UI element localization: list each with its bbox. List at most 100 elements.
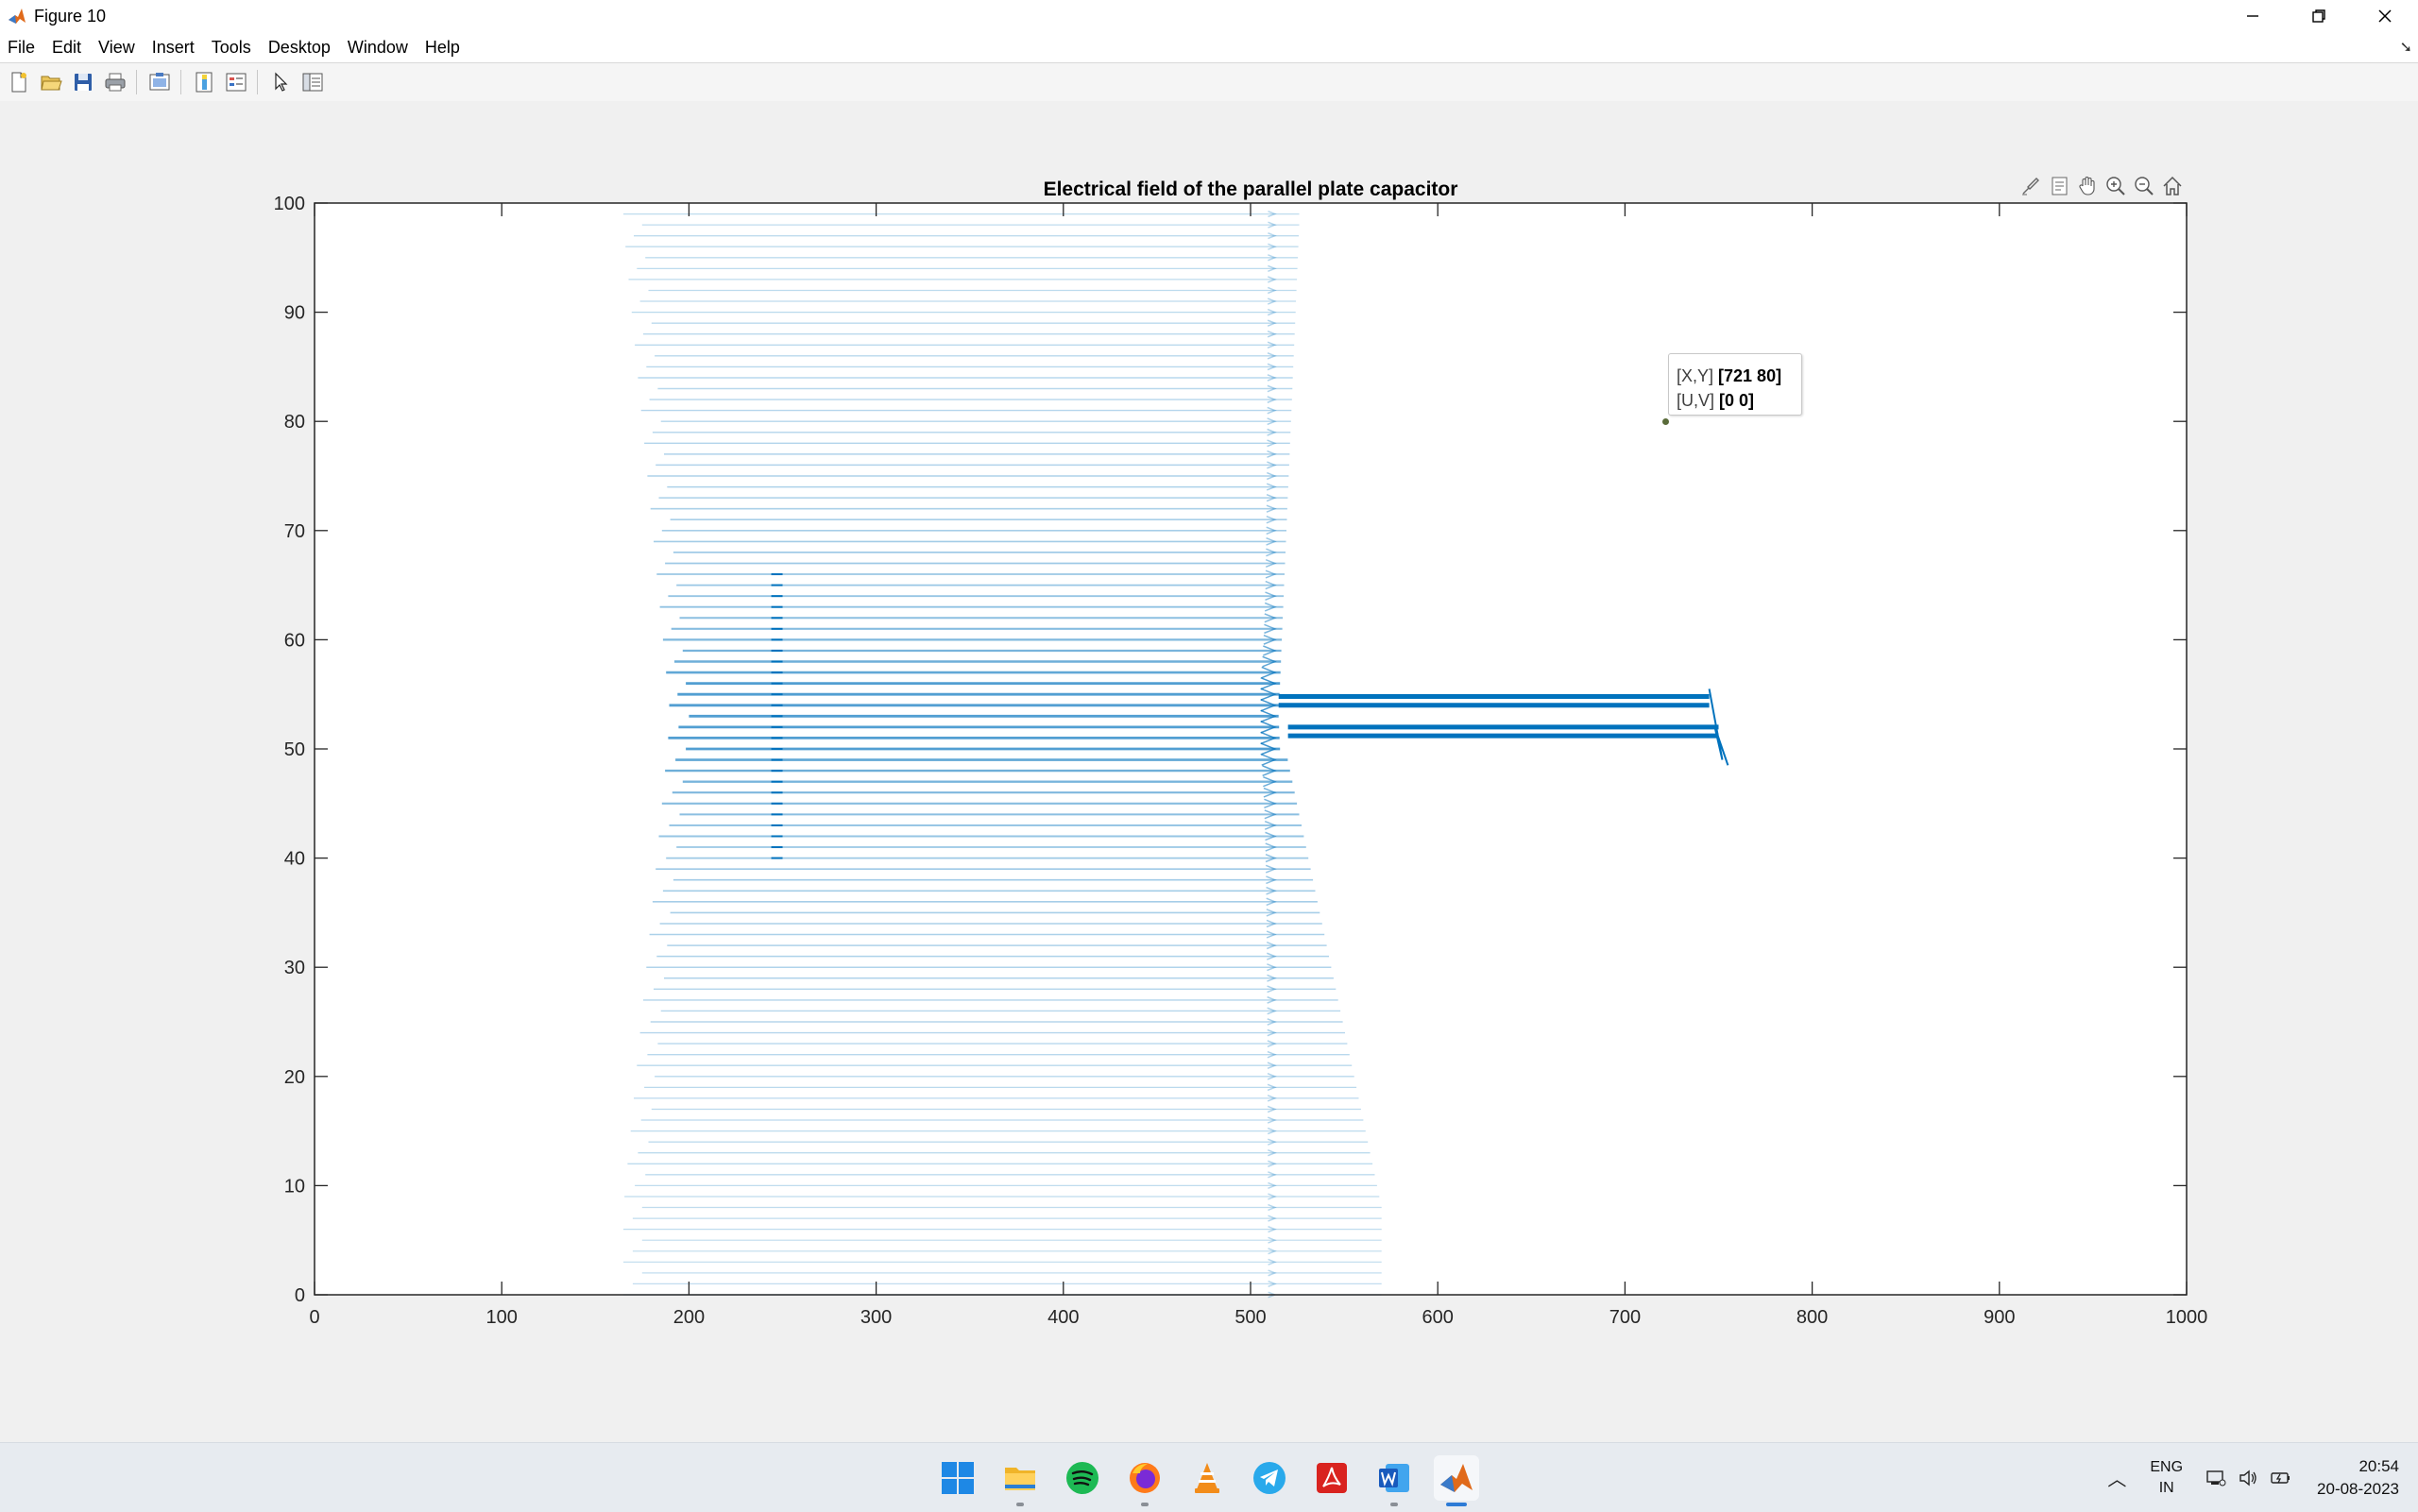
property-inspector-icon — [302, 73, 323, 92]
y-tick-label: 100 — [274, 194, 305, 214]
field-arrow-head — [1267, 1028, 1277, 1037]
active-indicator — [1446, 1502, 1467, 1506]
file-explorer-icon — [1005, 1467, 1035, 1490]
taskbar-telegram[interactable] — [1247, 1455, 1292, 1501]
new-figure-icon — [11, 72, 26, 93]
menu-desktop[interactable]: Desktop — [267, 38, 331, 57]
field-arrow-head — [1262, 765, 1277, 777]
datatip-xy-value: [721 80] — [1718, 366, 1782, 385]
field-arrow-head — [1266, 483, 1277, 491]
firefox-icon — [1130, 1462, 1160, 1493]
restore-button[interactable] — [2286, 0, 2352, 32]
menu-help[interactable]: Help — [424, 38, 460, 57]
edit-plot-button[interactable] — [267, 69, 294, 95]
datatip[interactable]: [X,Y] [721 80] [U,V] [0 0] — [1668, 353, 1802, 416]
toolbar-separator — [136, 70, 137, 94]
field-arrow-head — [1268, 1280, 1277, 1287]
field-arrow-head — [1268, 264, 1277, 273]
matlab-icon — [1440, 1463, 1473, 1492]
x-tick-label: 500 — [1235, 1307, 1266, 1328]
figure-toolbar — [0, 62, 2418, 102]
datatip-marker[interactable] — [1662, 418, 1669, 425]
y-tick-label: 80 — [284, 412, 305, 433]
show-hidden-icons-chevron-icon[interactable]: ︿ — [2107, 1470, 2127, 1490]
field-arrow-head — [1264, 613, 1277, 623]
brush-icon — [2022, 178, 2039, 195]
y-tick-label: 70 — [284, 521, 305, 542]
field-arrow-head — [1267, 461, 1277, 469]
field-arrow-head — [1264, 602, 1277, 612]
x-tick-label: 600 — [1422, 1307, 1454, 1328]
field-arrow-head — [1262, 655, 1277, 668]
menu-bar: File Edit View Insert Tools Desktop Wind… — [0, 32, 2418, 62]
field-arrow-head — [1267, 1127, 1277, 1135]
language-region: IN — [2158, 1479, 2174, 1496]
taskbar-firefox[interactable] — [1122, 1455, 1167, 1506]
field-arrow-head — [1268, 1215, 1277, 1222]
field-arrow-head — [1260, 742, 1277, 756]
network-icon[interactable] — [2205, 1468, 2226, 1488]
field-arrow-head — [1260, 688, 1277, 701]
x-tick-label: 800 — [1796, 1307, 1828, 1328]
menu-file[interactable]: File — [8, 38, 36, 57]
zoom-out-icon — [2135, 177, 2154, 195]
taskbar-acrobat[interactable] — [1309, 1455, 1354, 1501]
new-figure-button[interactable] — [6, 69, 32, 95]
taskbar-start[interactable] — [935, 1455, 980, 1501]
field-arrow-head — [1263, 634, 1277, 645]
menu-insert[interactable]: Insert — [151, 38, 195, 57]
field-arrow-head — [1266, 886, 1277, 895]
open-file-icon — [41, 76, 62, 91]
quiver-plot[interactable]: 0 100 200 300 400 500 600 700 800 900 1000 0 10 20 30 4… — [0, 101, 2418, 1442]
clock[interactable]: 20:54 20-08-2023 — [2317, 1455, 2399, 1501]
field-arrow-head — [1267, 1073, 1277, 1080]
zoom-in-button[interactable] — [2103, 173, 2129, 199]
vlc-icon — [1195, 1462, 1219, 1493]
clock-time: 20:54 — [2358, 1456, 2399, 1475]
x-tick-label: 200 — [673, 1307, 705, 1328]
brush-button[interactable] — [2018, 173, 2044, 199]
close-button[interactable] — [2352, 0, 2418, 32]
menu-view[interactable]: View — [98, 38, 135, 57]
field-arrow-head — [1264, 820, 1277, 830]
taskbar-file-explorer[interactable] — [997, 1455, 1043, 1506]
zoom-in-icon — [2106, 177, 2125, 195]
volume-icon[interactable] — [2238, 1468, 2258, 1488]
field-arrow-head — [1267, 417, 1277, 426]
datatip-uv-value: [0 0] — [1719, 391, 1755, 410]
toolbar-separator — [180, 70, 181, 94]
save-button[interactable] — [70, 69, 96, 95]
property-inspector-button[interactable] — [299, 69, 326, 95]
field-arrow-head — [1268, 1149, 1277, 1157]
field-arrow-head — [1263, 787, 1277, 798]
save-icon — [75, 74, 92, 91]
home-button[interactable] — [2159, 173, 2186, 199]
datatip-xy-row: [X,Y] [721 80] — [1677, 364, 1801, 388]
minimize-button[interactable] — [2220, 0, 2286, 32]
running-indicator — [1141, 1502, 1149, 1506]
field-arrow-head — [1266, 919, 1277, 928]
field-arrow-head — [1268, 1181, 1277, 1190]
taskbar-matlab[interactable] — [1434, 1454, 1479, 1506]
legend-button[interactable] — [223, 69, 249, 95]
menu-window[interactable]: Window — [347, 38, 408, 57]
telegram-icon — [1253, 1461, 1286, 1494]
language-indicator[interactable]: ENG IN — [2150, 1457, 2183, 1499]
zoom-out-button[interactable] — [2131, 173, 2157, 199]
taskbar-apps — [935, 1443, 1479, 1512]
link-plot-button[interactable] — [146, 69, 173, 95]
pan-button[interactable] — [2074, 173, 2101, 199]
field-arrow-head — [1268, 1138, 1277, 1146]
open-file-button[interactable] — [38, 69, 64, 95]
taskbar-spotify[interactable] — [1060, 1455, 1105, 1501]
menu-edit[interactable]: Edit — [52, 38, 82, 57]
datatip-button[interactable] — [2046, 173, 2072, 199]
colorbar-button[interactable] — [191, 69, 217, 95]
field-arrow-head — [1267, 374, 1277, 382]
menu-tools[interactable]: Tools — [211, 38, 251, 57]
print-button[interactable] — [102, 69, 128, 95]
dock-arrow-icon[interactable]: ➘ — [2399, 40, 2412, 56]
battery-icon[interactable] — [2270, 1468, 2290, 1488]
taskbar-word[interactable] — [1371, 1455, 1417, 1506]
taskbar-vlc[interactable] — [1184, 1455, 1230, 1501]
